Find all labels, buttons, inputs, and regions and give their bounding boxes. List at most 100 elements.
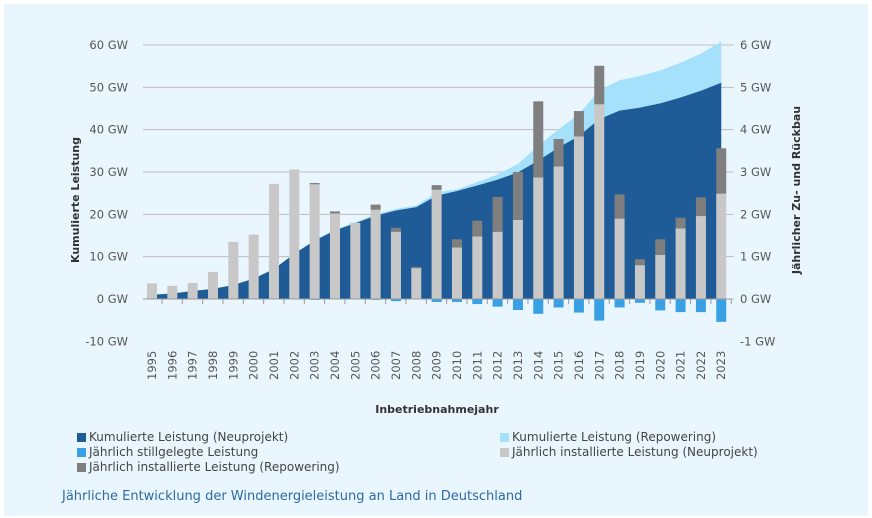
bar-stillgelegt-2015: [553, 299, 564, 308]
bar-stillgelegt-2017: [594, 299, 605, 321]
bar-repowering-2006: [370, 204, 381, 210]
bar-repowering-2017: [594, 65, 605, 105]
chart-caption: Jährliche Entwicklung der Windenergielei…: [62, 489, 523, 504]
bar-repowering-2023: [716, 148, 727, 194]
x-axis-title: Inbetriebnahmejahr: [375, 403, 499, 416]
y-left-tick-label: 30 GW: [89, 165, 128, 179]
x-tick-label: 1997: [186, 351, 200, 380]
bar-neuprojekt-1997: [187, 282, 198, 299]
y-right-tick-label: 0 GW: [740, 292, 771, 306]
y-left-axis-title: Kumulierte Leistung: [69, 137, 82, 263]
bar-stillgelegt-2010: [451, 299, 462, 302]
y-left-tick-label: 50 GW: [89, 80, 128, 94]
bar-neuprojekt-1995: [147, 283, 157, 299]
bar-repowering-2018: [614, 194, 625, 219]
bar-neuprojekt-2020: [655, 254, 666, 299]
y-right-tick-label: 2 GW: [740, 207, 771, 221]
y-right-tick-label: 6 GW: [740, 38, 771, 52]
y-left-tick-label: 20 GW: [89, 207, 128, 221]
legend-swatch: [500, 447, 509, 457]
bar-neuprojekt-2011: [472, 236, 483, 299]
y-right-tick-label: 5 GW: [740, 80, 771, 94]
bar-repowering-2021: [675, 217, 686, 229]
y-left-tick-label: 10 GW: [89, 250, 128, 264]
legend-item-cum-repower: Kumulierte Leistung (Repowering): [500, 430, 716, 444]
bar-neuprojekt-2021: [675, 228, 686, 299]
x-tick-label: 2000: [247, 351, 261, 380]
bar-stillgelegt-2016: [573, 299, 584, 313]
x-tick-label: 2010: [450, 351, 464, 380]
legend-item-stillgelegt: Jährlich stillgelegte Leistung: [77, 445, 258, 459]
legend-label: Jährlich stillgelegte Leistung: [89, 445, 259, 459]
legend-label: Kumulierte Leistung (Repowering): [512, 430, 717, 444]
legend-item-cum-neu: Kumulierte Leistung (Neuprojekt): [77, 430, 288, 444]
bar-repowering-2013: [512, 172, 523, 220]
y-right-axis-title: Jährlicher Zu- und Rückbau: [790, 106, 803, 275]
x-tick-label: 2020: [653, 351, 667, 380]
x-tick-label: 2011: [470, 351, 484, 380]
legend-label: Kumulierte Leistung (Neuprojekt): [89, 430, 289, 444]
bar-repowering-2003: [309, 183, 320, 185]
legend-swatch: [500, 432, 509, 442]
bar-neuprojekt-2013: [512, 219, 523, 299]
bar-neuprojekt-2007: [390, 231, 401, 299]
bar-neuprojekt-2004: [329, 213, 340, 299]
y-left-tick-label: 0 GW: [97, 292, 128, 306]
x-tick-label: 1999: [226, 351, 240, 380]
bar-neuprojekt-1999: [228, 241, 239, 299]
x-tick-label: 2015: [552, 351, 566, 380]
bar-neuprojekt-2006: [370, 209, 381, 299]
x-tick-label: 2019: [633, 351, 647, 380]
bar-neuprojekt-2022: [695, 216, 706, 299]
bar-stillgelegt-2019: [634, 299, 645, 303]
bar-neuprojekt-2014: [533, 177, 544, 299]
bar-stillgelegt-2021: [675, 299, 686, 313]
x-tick-label: 2006: [369, 351, 383, 380]
bar-neuprojekt-2015: [553, 166, 564, 299]
bar-repowering-2004: [329, 211, 340, 214]
y-right-tick-label: -1 GW: [740, 334, 775, 348]
bar-stillgelegt-2007: [390, 299, 401, 302]
bar-neuprojekt-2017: [594, 104, 605, 299]
bar-stillgelegt-2009: [431, 299, 442, 302]
bar-repowering-2008: [411, 266, 422, 269]
x-tick-label: 2023: [714, 351, 728, 380]
x-tick-label: 2016: [572, 351, 586, 380]
bar-neuprojekt-2010: [451, 247, 462, 299]
legend-item-inst-neu: Jährlich installierte Leistung (Neuproje…: [500, 445, 758, 459]
bar-repowering-2012: [492, 196, 503, 232]
x-tick-label: 2022: [694, 351, 708, 380]
x-tick-label: 2007: [389, 351, 403, 380]
x-tick-label: 2005: [348, 351, 362, 380]
y-right-tick-label: 4 GW: [740, 123, 771, 137]
x-tick-label: 2008: [409, 351, 423, 380]
bar-neuprojekt-2005: [350, 222, 361, 299]
x-tick-label: 2009: [430, 351, 444, 380]
legend-swatch: [77, 462, 86, 472]
x-tick-label: 2012: [491, 351, 505, 380]
bar-neuprojekt-2001: [268, 183, 279, 299]
legend-swatch: [77, 447, 86, 457]
bar-stillgelegt-2023: [716, 299, 727, 322]
x-tick-label: 2002: [287, 351, 301, 380]
bar-repowering-2009: [431, 185, 442, 190]
bar-repowering-2015: [553, 138, 564, 167]
bar-neuprojekt-2002: [289, 169, 300, 299]
bar-neuprojekt-2009: [431, 189, 442, 299]
bar-neuprojekt-2019: [634, 265, 645, 299]
y-left-tick-label: 60 GW: [89, 38, 128, 52]
bar-stillgelegt-2014: [533, 299, 544, 314]
bar-repowering-2020: [655, 239, 666, 255]
bar-repowering-2016: [573, 111, 584, 137]
bar-neuprojekt-1996: [167, 285, 178, 299]
bar-repowering-2011: [472, 220, 483, 237]
x-tick-label: 2014: [531, 351, 545, 380]
bar-repowering-2007: [390, 227, 401, 232]
x-tick-label: 2018: [613, 351, 627, 380]
x-tick-label: 1995: [145, 351, 159, 380]
bar-stillgelegt-2022: [695, 299, 706, 313]
legend-label: Jährlich installierte Leistung (Neuproje…: [512, 445, 758, 459]
legend-swatch: [77, 432, 86, 442]
x-tick-label: 1998: [206, 351, 220, 380]
y-left-tick-label: 40 GW: [89, 123, 128, 137]
